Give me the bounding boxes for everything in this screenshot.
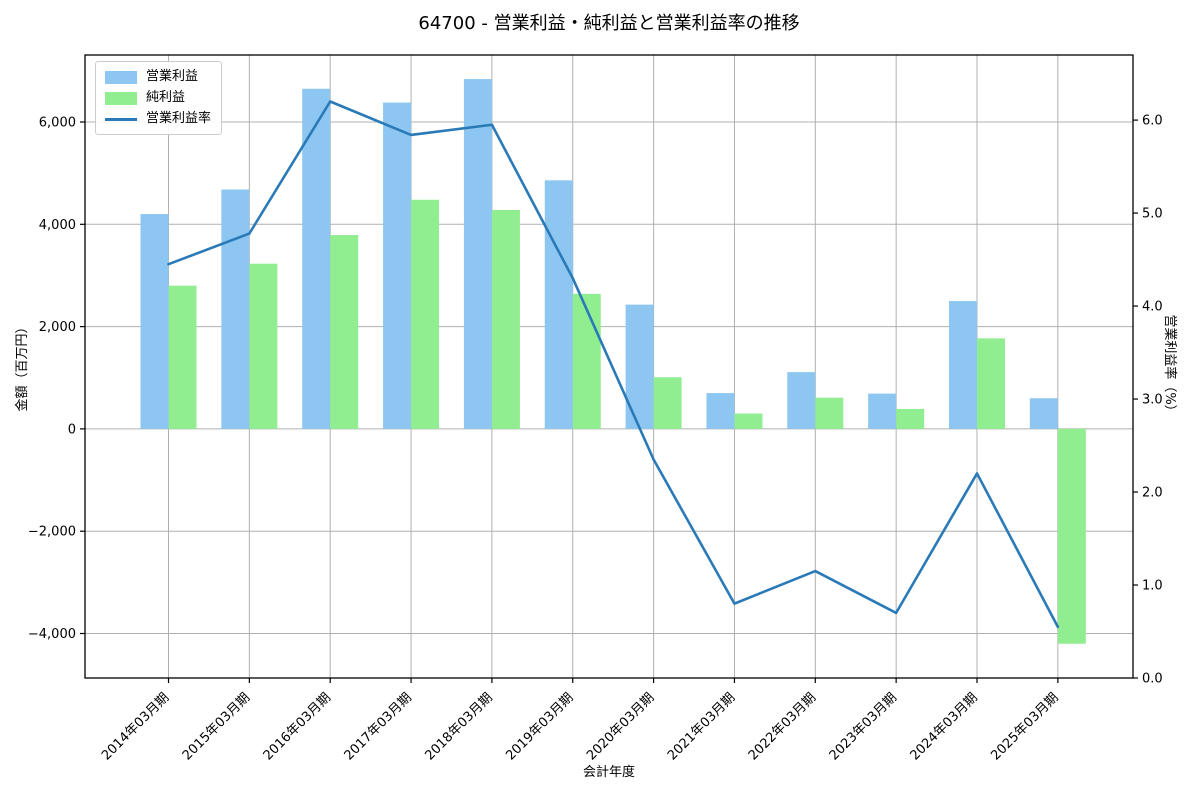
y-left-tick-label: 6,000 [39,116,76,131]
bar-net-income [653,377,682,429]
y-right-tick-label: 0.0 [1142,672,1163,687]
bar-net-income [411,199,440,429]
y-left-tick-label: −4,000 [28,627,76,642]
y-left-tick-label: 0 [68,422,76,437]
x-tick-label: 2021年03月期 [665,690,738,763]
operating-margin-line-swatch-icon [105,117,137,121]
operating-profit-swatch-icon [105,70,137,84]
bar-operating-profit [544,180,573,429]
bar-operating-profit [625,304,654,429]
x-tick-label: 2020年03月期 [584,690,657,763]
bar-net-income [572,293,601,429]
bar-net-income [977,338,1005,429]
bar-net-income [168,285,197,429]
bar-operating-profit [706,393,735,429]
x-tick-label: 2019年03月期 [503,690,576,763]
y-right-tick-label: 3.0 [1142,393,1163,408]
x-tick-label: 2018年03月期 [422,690,495,763]
bar-net-income [1057,428,1086,644]
x-tick-label: 2017年03月期 [342,690,415,763]
chart-title: 64700 - 営業利益・純利益と営業利益率の推移 [418,13,800,34]
legend: 営業利益 純利益 営業利益率 [95,61,223,135]
bar-operating-profit [463,79,492,429]
x-tick-label: 2015年03月期 [180,690,253,763]
y-right-tick-label: 6.0 [1142,114,1163,129]
bar-net-income [815,397,844,429]
y-right-tick-label: 4.0 [1142,300,1163,315]
bar-net-income [491,209,520,429]
y-right-tick-label: 2.0 [1142,486,1163,501]
operating-margin-line [167,100,1060,629]
bar-net-income [330,235,359,429]
bar-operating-profit [787,372,816,429]
y-right-tick-label: 5.0 [1142,207,1163,222]
legend-label: 純利益 [146,90,186,105]
axes-frame [84,54,1134,679]
y-left-tick-label: −2,000 [28,525,76,540]
x-tick-label: 2023年03月期 [827,690,900,763]
y-right-tick-label: 1.0 [1142,579,1163,594]
y-axis-left-title: 金額（百万円） [15,320,30,412]
x-tick-label: 2025年03月期 [988,690,1061,763]
x-tick-label: 2014年03月期 [99,690,172,763]
x-axis-title: 会計年度 [582,765,635,780]
bar-operating-profit [221,189,250,429]
y-left-tick-label: 4,000 [39,218,76,233]
legend-item-operating-profit: 営業利益 [105,69,211,85]
bar-net-income [249,263,278,429]
legend-item-net-income: 純利益 [105,90,211,106]
bar-net-income [896,408,925,429]
bar-operating-profit [302,88,331,429]
legend-label: 営業利益 [146,69,199,84]
bar-operating-profit [383,102,412,429]
y-left-tick-label: 2,000 [39,320,76,335]
net-income-swatch-icon [105,91,137,105]
bar-operating-profit [868,393,897,429]
bar-operating-profit [140,214,169,429]
bar-operating-profit [949,301,977,429]
legend-label: 営業利益率 [146,111,212,126]
x-tick-label: 2022年03月期 [746,690,819,763]
y-axis-right-title: 営業利益率（%） [1162,314,1177,418]
bar-operating-profit [1029,398,1058,429]
x-tick-label: 2024年03月期 [908,690,981,763]
bar-net-income [734,413,763,429]
legend-item-operating-margin: 営業利益率 [105,111,211,127]
x-tick-label: 2016年03月期 [261,690,334,763]
